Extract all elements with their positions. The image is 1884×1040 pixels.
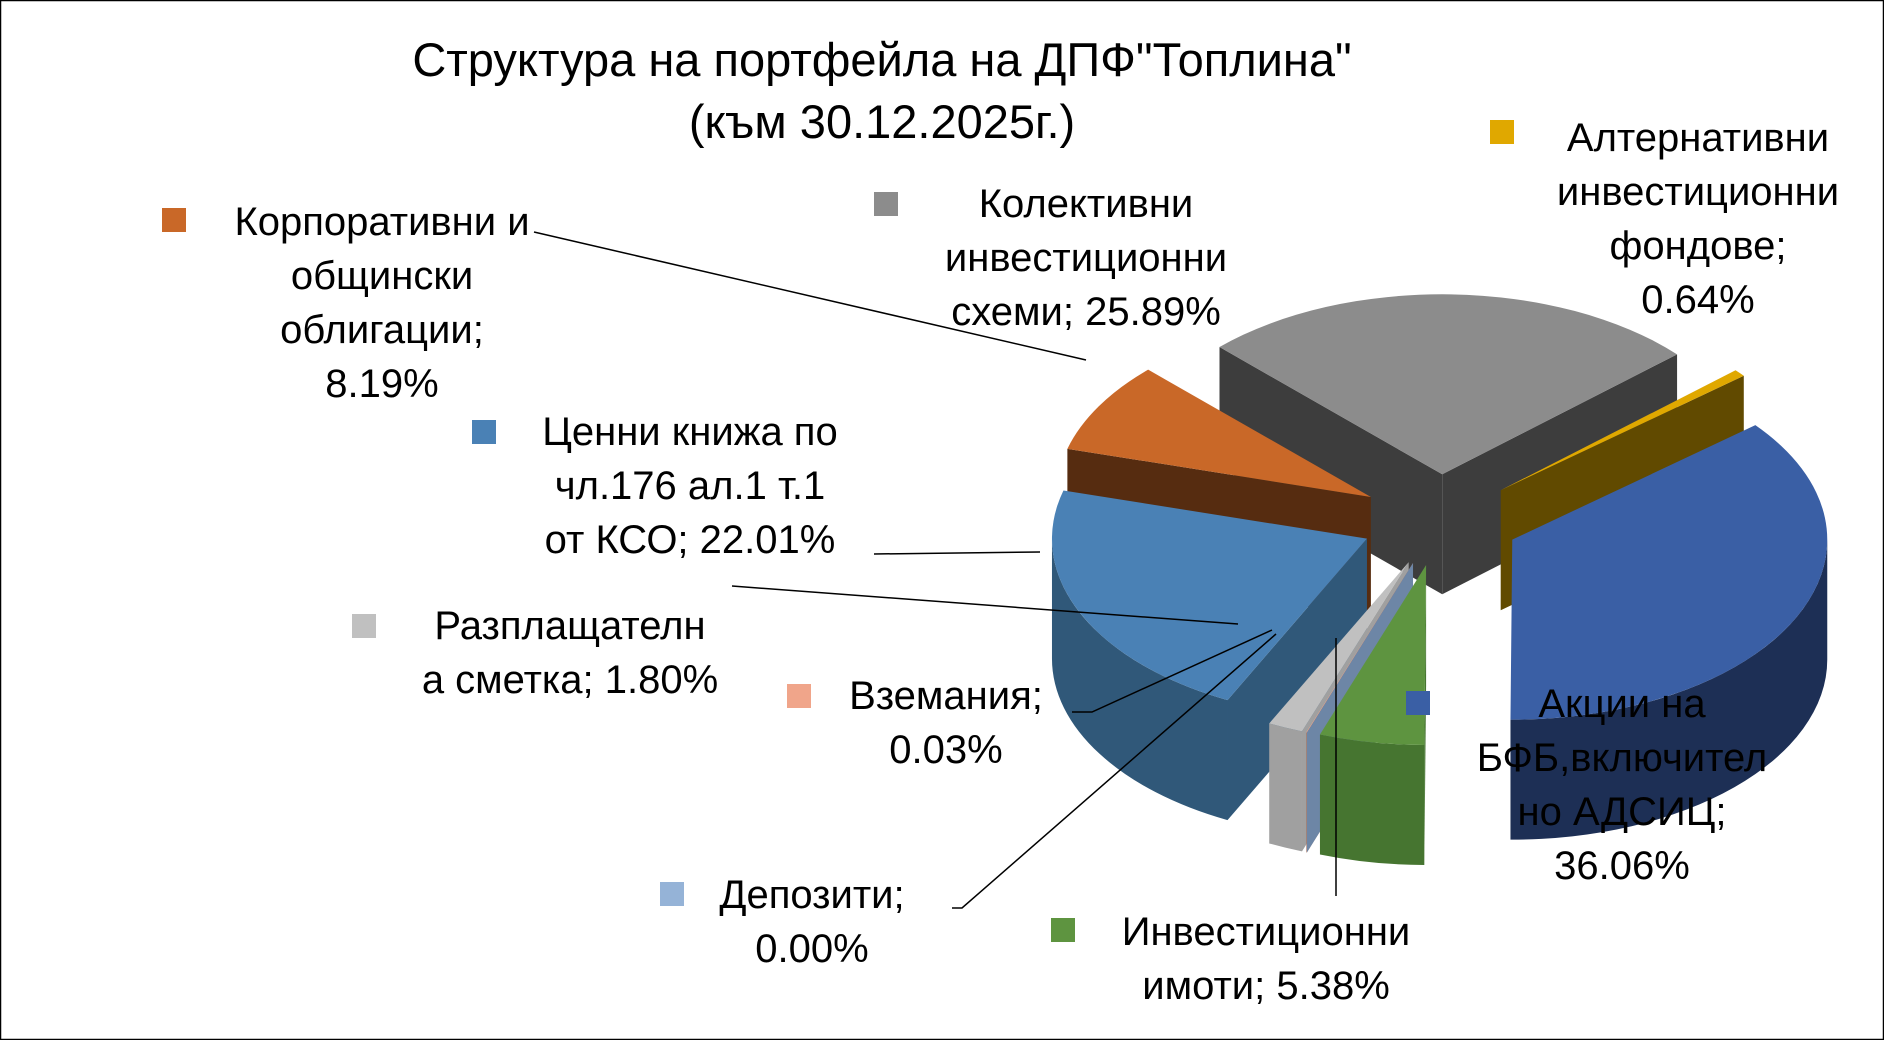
data-label-line: чл.176 ал.1 т.1	[555, 464, 825, 508]
data-label-line: общински	[291, 254, 473, 298]
pie-slice	[1051, 490, 1367, 821]
leader-line	[731, 585, 1239, 625]
legend-marker	[472, 420, 496, 444]
slice-side-wall	[1306, 732, 1307, 853]
data-label-line: а сметка; 1.80%	[422, 658, 718, 702]
data-label-line: Разплащателн	[434, 604, 705, 648]
data-label-line: 36.06%	[1554, 844, 1690, 888]
slice-cut-face	[1424, 565, 1427, 866]
slice-top	[1500, 370, 1744, 491]
slice-cut-face	[1219, 347, 1443, 595]
data-label-line: но АДСИЦ;	[1518, 790, 1727, 834]
data-label: Вземания; 0.03%	[787, 674, 1043, 772]
legend-marker	[1051, 918, 1075, 942]
data-label-line: 0.64%	[1641, 278, 1754, 322]
data-label-line: Ценни книжа по	[542, 410, 837, 454]
data-label-line: Инвестиционни	[1122, 910, 1411, 954]
data-label: Депозити; 0.00%	[660, 873, 905, 971]
data-label: Колективни инвестиционни схеми; 25.89%	[874, 182, 1227, 334]
slice-top	[1051, 490, 1367, 701]
data-label: Акции на БФБ,включител но АДСИЦ; 36.06%	[1406, 682, 1767, 888]
slice-top	[1319, 565, 1427, 746]
data-label-line: инвестиционни	[945, 236, 1227, 280]
legend-marker	[787, 684, 811, 708]
slice-side-wall	[1269, 723, 1302, 852]
leader-line	[873, 551, 1041, 555]
data-label-line: схеми; 25.89%	[951, 290, 1221, 334]
data-label-line: 8.19%	[325, 362, 438, 406]
slice-top	[1510, 425, 1828, 720]
data-label: Разплащателн а сметка; 1.80%	[352, 604, 718, 702]
data-label-line: Алтернативни	[1567, 116, 1829, 160]
data-label-line: фондове;	[1610, 224, 1787, 268]
data-label-line: облигации;	[280, 308, 484, 352]
leader-line	[952, 633, 1277, 909]
data-label-line: БФБ,включител	[1477, 736, 1768, 780]
data-label: Алтернативни инвестиционни фондове; 0.64%	[1490, 116, 1839, 322]
data-label-line: от КСО; 22.01%	[545, 518, 836, 562]
data-labels: Колективни инвестиционни схеми; 25.89% Алте…	[162, 116, 1839, 1008]
data-label-line: 0.03%	[889, 728, 1002, 772]
data-label-line: инвестиционни	[1557, 170, 1839, 214]
legend-marker	[1406, 691, 1430, 715]
data-label-line: имоти; 5.38%	[1142, 964, 1390, 1008]
data-label: Ценни книжа по чл.176 ал.1 т.1 от КСО; 22.…	[472, 410, 838, 562]
slice-cut-face	[1227, 538, 1367, 821]
data-label-line: Депозити;	[719, 873, 904, 917]
slice-side-wall	[1051, 538, 1228, 821]
leader-lines	[533, 231, 1337, 909]
legend-marker	[162, 208, 186, 232]
legend-marker	[660, 882, 684, 906]
chart-subtitle: (към 30.12.2025г.)	[689, 95, 1075, 148]
leader-line	[1072, 629, 1273, 713]
slice-top	[1067, 369, 1371, 497]
data-label-line: Акции на	[1538, 682, 1706, 726]
pie-slice	[1319, 565, 1427, 866]
legend-marker	[874, 192, 898, 216]
data-label-line: Колективни	[979, 182, 1194, 226]
pie-slices	[1051, 294, 1828, 866]
slice-top	[1306, 563, 1413, 733]
pie-slice	[1510, 425, 1828, 840]
leader-line	[533, 231, 1087, 361]
data-label-line: Вземания;	[849, 674, 1043, 718]
chart-title: Структура на портфейла на ДПФ"Топлина"	[412, 33, 1351, 86]
data-label: Инвестиционни имоти; 5.38%	[1051, 910, 1410, 1008]
slice-top	[1219, 294, 1678, 475]
slice-side-wall	[1319, 734, 1425, 866]
data-label-line: Корпоративни и	[234, 200, 529, 244]
data-label: Корпоративни и общински облигации; 8.19%	[162, 200, 530, 406]
legend-marker	[352, 614, 376, 638]
legend-marker	[1490, 120, 1514, 144]
slice-top	[1269, 562, 1409, 732]
data-label-line: 0.00%	[755, 927, 868, 971]
slice-side-wall	[1510, 539, 1828, 840]
